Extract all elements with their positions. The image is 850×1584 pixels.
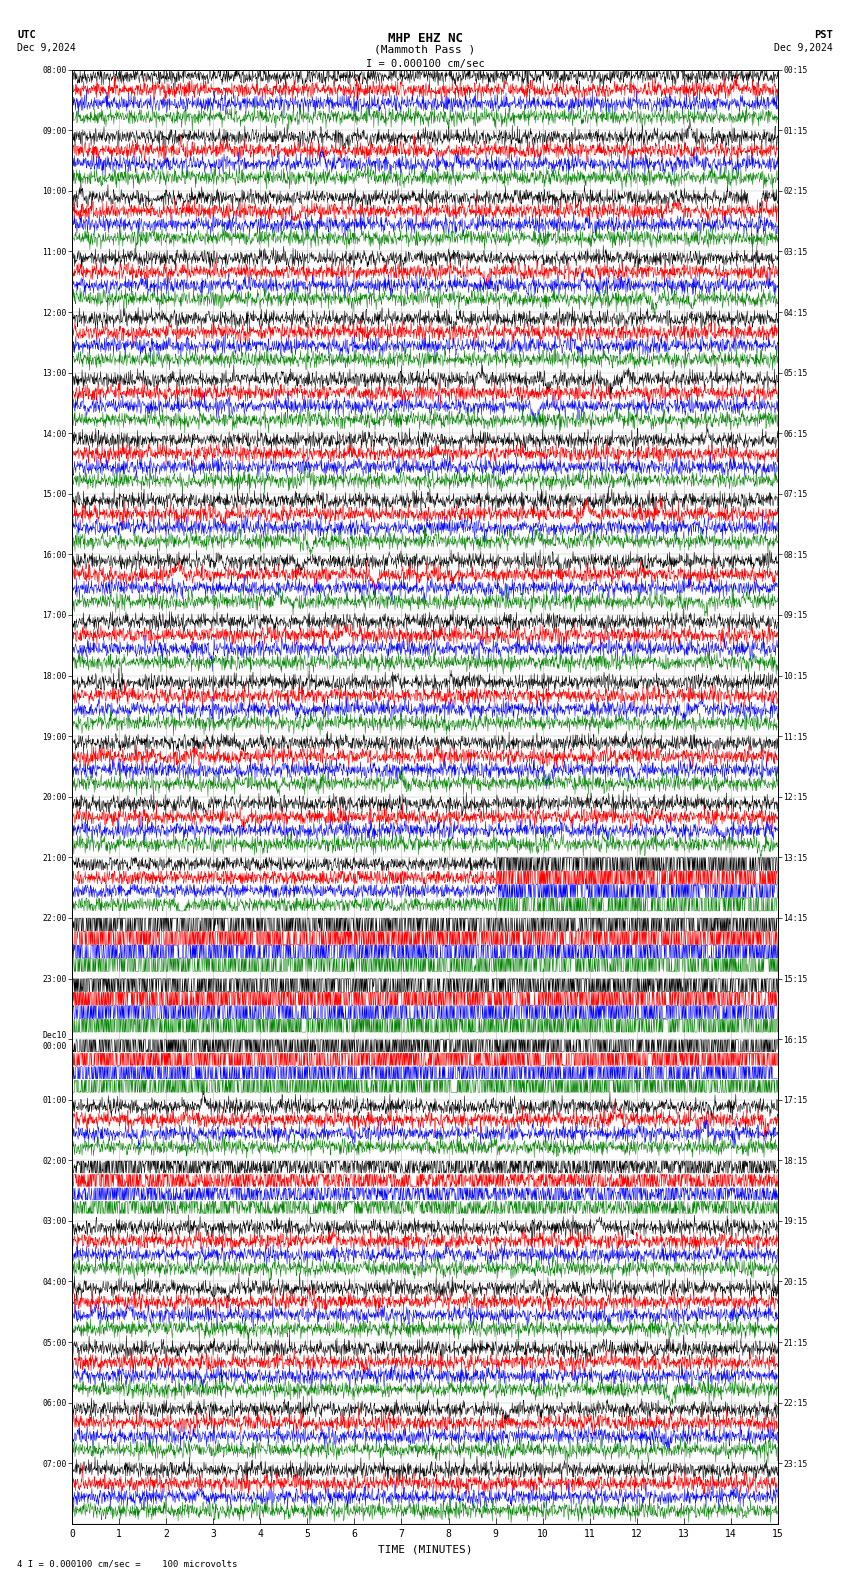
- Text: PST: PST: [814, 30, 833, 40]
- Text: MHP EHZ NC: MHP EHZ NC: [388, 32, 462, 44]
- X-axis label: TIME (MINUTES): TIME (MINUTES): [377, 1544, 473, 1554]
- Text: UTC: UTC: [17, 30, 36, 40]
- Text: (Mammoth Pass ): (Mammoth Pass ): [374, 44, 476, 54]
- Text: Dec 9,2024: Dec 9,2024: [774, 43, 833, 52]
- Text: I = 0.000100 cm/sec: I = 0.000100 cm/sec: [366, 59, 484, 68]
- Text: 4 I = 0.000100 cm/sec =    100 microvolts: 4 I = 0.000100 cm/sec = 100 microvolts: [17, 1559, 237, 1568]
- Text: Dec 9,2024: Dec 9,2024: [17, 43, 76, 52]
